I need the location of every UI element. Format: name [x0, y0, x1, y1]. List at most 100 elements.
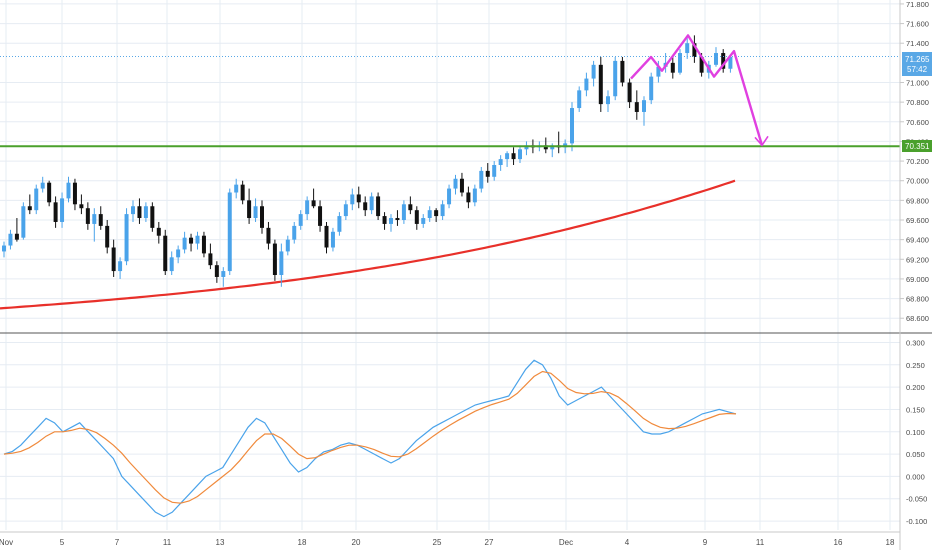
- candle: [453, 174, 458, 195]
- candle: [79, 194, 84, 215]
- candle: [292, 221, 297, 244]
- candle: [156, 221, 161, 244]
- support-level-value: 70.351: [905, 142, 930, 151]
- time-tick-label: 11: [163, 538, 172, 547]
- price-tick-label: 70.600: [906, 118, 929, 127]
- price-tick-label: 69.200: [906, 255, 929, 264]
- candle: [570, 102, 574, 152]
- candle: [311, 188, 316, 209]
- candle: [253, 198, 258, 222]
- candle: [401, 200, 406, 224]
- candle: [137, 198, 142, 224]
- candle: [356, 186, 361, 209]
- candle: [363, 196, 368, 217]
- time-tick-label: 4: [625, 538, 630, 547]
- candle: [518, 145, 522, 164]
- candle: [318, 200, 323, 232]
- candle: [272, 239, 277, 281]
- price-tick-label: 71.400: [906, 39, 929, 48]
- price-tick-label: 70.800: [906, 98, 929, 107]
- candle: [606, 90, 610, 112]
- time-tick-label: 5: [60, 538, 65, 547]
- candle: [382, 212, 387, 230]
- candle: [92, 208, 97, 242]
- current-price-value: 71.265: [905, 55, 930, 64]
- candle: [350, 188, 355, 211]
- candle: [472, 184, 477, 207]
- candle: [485, 163, 490, 183]
- oscillator-fast-line: [3, 359, 737, 518]
- candle: [721, 49, 726, 73]
- candle: [459, 172, 464, 197]
- oscillator-slow-line: [3, 370, 737, 504]
- candle: [440, 200, 445, 220]
- candle: [201, 231, 206, 258]
- time-tick-label: 27: [485, 538, 494, 547]
- candle: [479, 166, 484, 193]
- candle: [40, 176, 45, 193]
- candle: [634, 90, 639, 120]
- candle: [524, 141, 529, 156]
- candle: [8, 229, 13, 250]
- candle: [376, 192, 381, 220]
- candle: [408, 196, 413, 215]
- candle: [234, 178, 239, 199]
- time-tick-label: 20: [352, 538, 361, 547]
- moving-average-line: [0, 179, 736, 310]
- osc-tick-label: -0.050: [906, 495, 927, 504]
- osc-tick-label: -0.100: [906, 517, 927, 526]
- candle: [260, 200, 264, 234]
- projection-arrow-head: [754, 135, 769, 147]
- time-tick-label: 25: [433, 538, 442, 547]
- candle: [169, 251, 174, 275]
- candle: [111, 239, 116, 277]
- candle: [2, 241, 6, 258]
- candle: [627, 78, 632, 109]
- price-tick-label: 70.200: [906, 157, 929, 166]
- candle: [208, 243, 213, 270]
- candle: [14, 218, 19, 242]
- candle: [34, 184, 39, 215]
- candle: [189, 233, 194, 252]
- candle: [620, 56, 625, 87]
- candle: [466, 186, 471, 209]
- candle: [692, 35, 697, 63]
- candle: [279, 243, 284, 287]
- osc-tick-label: 0.100: [906, 428, 925, 437]
- oscillator-pane: [3, 359, 737, 518]
- candle: [285, 235, 290, 256]
- candle: [678, 49, 682, 75]
- candle: [298, 210, 303, 230]
- candle: [670, 55, 675, 79]
- candle: [118, 257, 123, 279]
- candle: [343, 200, 348, 220]
- time-tick-label: Nov: [0, 538, 13, 547]
- candle: [221, 267, 226, 287]
- price-tick-label: 71.000: [906, 79, 929, 88]
- osc-tick-label: 0.050: [906, 450, 925, 459]
- candle: [124, 208, 129, 266]
- candle: [577, 86, 582, 112]
- candle: [27, 194, 32, 215]
- candle: [389, 214, 393, 232]
- candle: [728, 55, 733, 73]
- candle: [195, 231, 200, 250]
- price-axis: 71.80071.60071.40071.00070.80070.60070.4…: [900, 0, 929, 323]
- candle: [150, 202, 155, 232]
- osc-tick-label: 0.000: [906, 472, 925, 481]
- time-tick-label: 11: [756, 538, 765, 547]
- countdown-timer: 57:42: [907, 65, 928, 74]
- time-tick-label: Dec: [559, 538, 573, 547]
- candle: [584, 72, 589, 97]
- candle: [324, 221, 329, 254]
- price-tick-label: 68.600: [906, 314, 929, 323]
- candle: [131, 200, 135, 222]
- price-tick-label: 71.800: [906, 0, 929, 9]
- double-top-pattern: [630, 34, 764, 146]
- candle: [305, 196, 310, 220]
- candle: [247, 188, 252, 224]
- candle: [434, 208, 439, 222]
- candle: [176, 245, 181, 264]
